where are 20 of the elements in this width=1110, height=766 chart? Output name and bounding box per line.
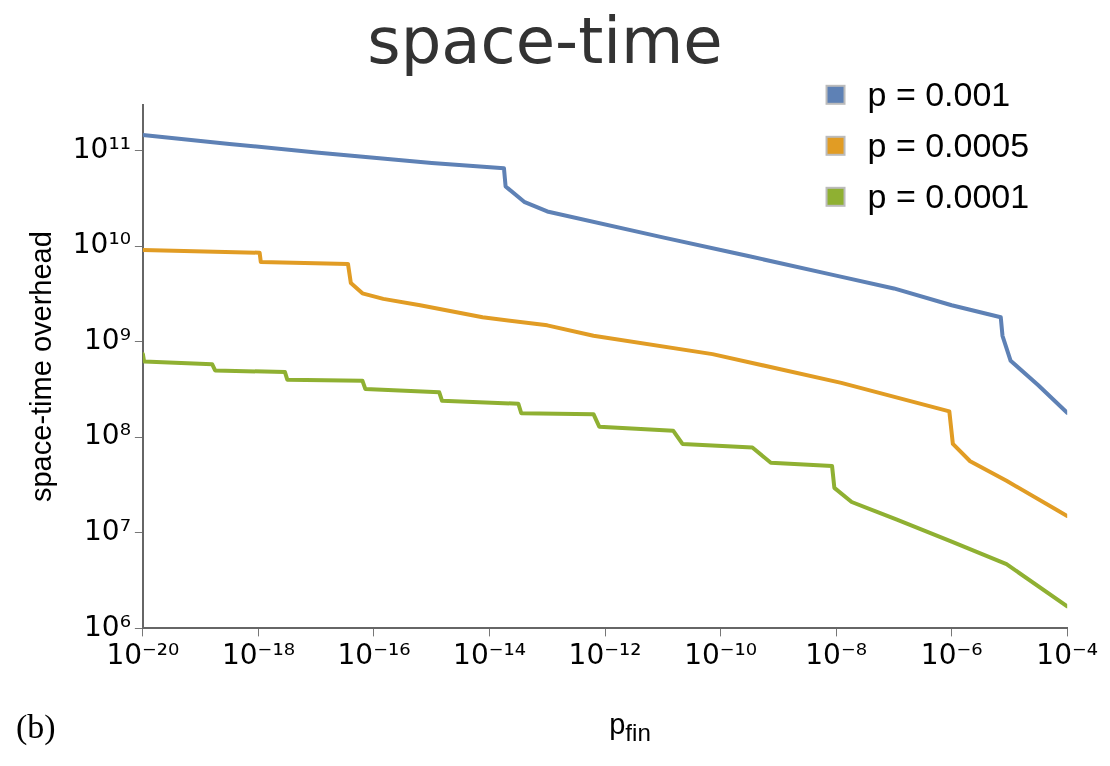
x-axis-title: p$_{fin}$ xyxy=(609,708,651,746)
legend-label: p = 0.0005 xyxy=(867,126,1030,165)
x-tick-label: 10⁻¹⁶ xyxy=(337,638,411,672)
text: (b) xyxy=(16,708,56,746)
chart-title: space-time xyxy=(367,4,723,79)
x-tick-label: 10⁻⁶ xyxy=(920,638,983,672)
legend-label: p = 0.0001 xyxy=(867,177,1030,216)
y-tick-label: 10⁹ xyxy=(84,322,131,356)
x-tick-label: 10⁻⁴ xyxy=(1036,638,1098,672)
y-tick-label: 10⁸ xyxy=(84,418,131,452)
x-tick-label: 10⁻¹² xyxy=(568,638,642,672)
x-tick-label: 10⁻¹⁰ xyxy=(684,638,757,672)
y-axis-title: space-time overhead xyxy=(25,231,58,503)
x-tick-label: 10⁻¹⁸ xyxy=(221,638,295,672)
x-tick-label: 10⁻¹⁴ xyxy=(453,638,526,672)
x-tick-label: 10⁻⁸ xyxy=(805,638,867,672)
y-tick-label: 10¹¹ xyxy=(72,131,131,165)
y-tick-label: 10⁷ xyxy=(84,514,131,548)
legend-label: p = 0.001 xyxy=(867,75,1011,114)
y-tick-label: 10¹⁰ xyxy=(72,227,131,261)
